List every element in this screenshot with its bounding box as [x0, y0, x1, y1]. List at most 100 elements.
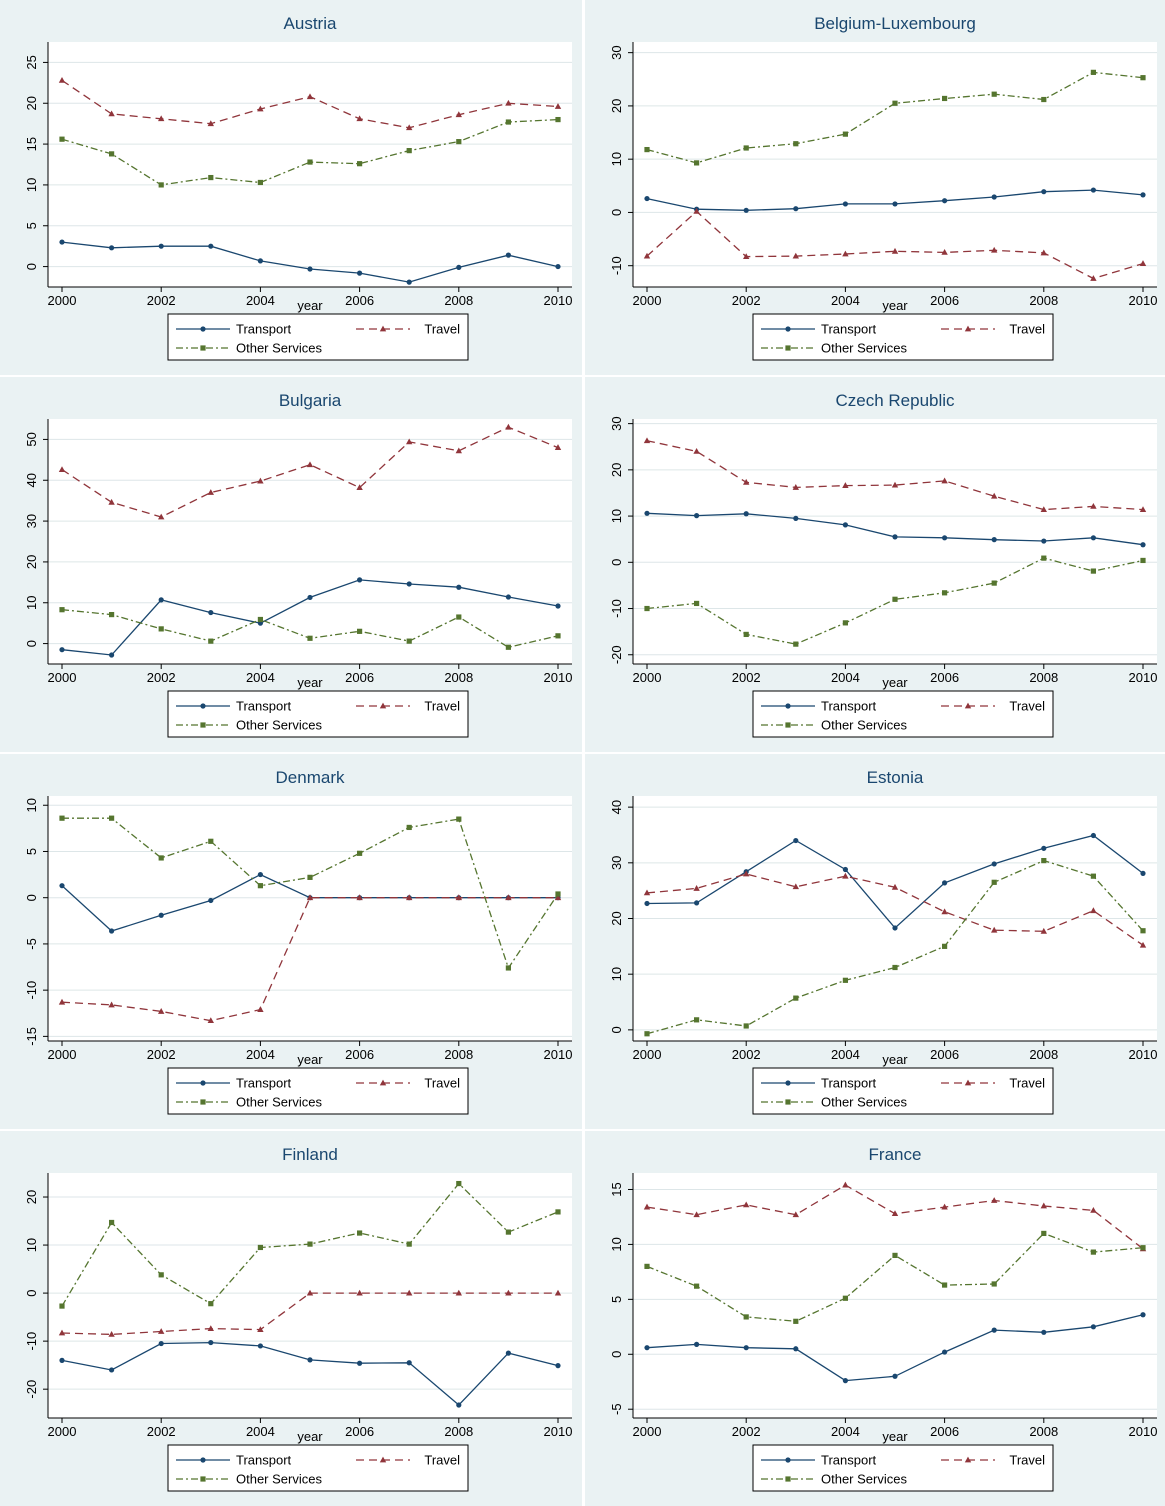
data-point — [992, 861, 997, 866]
data-point — [59, 816, 64, 821]
data-point — [843, 620, 848, 625]
data-point — [793, 1319, 798, 1324]
x-tick-label: 2006 — [345, 293, 374, 308]
data-point — [357, 1230, 362, 1235]
x-axis-label: year — [297, 675, 323, 690]
data-point — [644, 606, 649, 611]
data-point — [1140, 75, 1145, 80]
x-tick-label: 2006 — [930, 1047, 959, 1062]
data-point — [208, 244, 213, 249]
data-point — [942, 198, 947, 203]
data-point — [843, 978, 848, 983]
x-axis-label: year — [882, 675, 908, 690]
x-tick-label: 2008 — [444, 1047, 473, 1062]
data-point — [555, 891, 560, 896]
legend-marker — [785, 345, 790, 350]
data-point — [694, 900, 699, 905]
data-point — [407, 639, 412, 644]
y-tick-label: 20 — [609, 99, 624, 113]
y-tick-label: -10 — [24, 1332, 39, 1351]
data-point — [744, 632, 749, 637]
x-tick-label: 2000 — [48, 1424, 77, 1439]
x-tick-label: 2004 — [831, 1424, 860, 1439]
chart-title: Denmark — [276, 768, 345, 787]
x-tick-label: 2000 — [633, 670, 662, 685]
x-tick-label: 2000 — [48, 670, 77, 685]
data-point — [159, 1341, 164, 1346]
data-point — [208, 898, 213, 903]
legend-label: Transport — [821, 322, 877, 337]
data-point — [59, 1358, 64, 1363]
data-point — [793, 838, 798, 843]
data-point — [357, 577, 362, 582]
data-point — [992, 1281, 997, 1286]
chart-svg: Estonia0102030402000 2002 2004 2006 2008 2010… — [585, 754, 1165, 1129]
y-tick-label: 10 — [24, 596, 39, 610]
legend-marker — [200, 722, 205, 727]
data-point — [208, 839, 213, 844]
data-point — [1140, 1312, 1145, 1317]
data-point — [555, 1363, 560, 1368]
legend-label: Transport — [236, 1076, 292, 1091]
data-point — [555, 264, 560, 269]
data-point — [644, 511, 649, 516]
data-point — [1041, 97, 1046, 102]
data-point — [892, 1253, 897, 1258]
y-tick-label: 10 — [24, 798, 39, 812]
x-tick-label: 2008 — [1029, 293, 1058, 308]
legend-marker — [785, 1080, 790, 1085]
data-point — [694, 601, 699, 606]
y-tick-label: 40 — [24, 473, 39, 487]
y-tick-label: 20 — [24, 96, 39, 110]
y-tick-label: -10 — [609, 599, 624, 618]
y-tick-label: 0 — [609, 1351, 624, 1358]
data-point — [59, 1303, 64, 1308]
y-tick-label: 0 — [24, 263, 39, 270]
data-point — [159, 182, 164, 187]
data-point — [992, 581, 997, 586]
legend-marker — [200, 1099, 205, 1104]
data-point — [992, 194, 997, 199]
data-point — [694, 1017, 699, 1022]
data-point — [744, 511, 749, 516]
x-tick-label: 2010 — [1129, 670, 1158, 685]
chart-panel-0: Austria 0 5 10 15 20 25 2000 2002 2004 2006 2008 201… — [0, 0, 582, 375]
data-point — [258, 872, 263, 877]
y-tick-label: -10 — [609, 256, 624, 275]
legend-label: Other Services — [236, 1472, 322, 1487]
data-point — [357, 161, 362, 166]
y-tick-label: 10 — [609, 152, 624, 166]
x-tick-label: 2002 — [732, 1047, 761, 1062]
x-tick-label: 2002 — [147, 670, 176, 685]
data-point — [357, 1361, 362, 1366]
data-point — [357, 629, 362, 634]
data-point — [1140, 192, 1145, 197]
legend-marker — [785, 326, 790, 331]
data-point — [109, 1367, 114, 1372]
data-point — [1091, 1250, 1096, 1255]
data-point — [1091, 568, 1096, 573]
data-point — [843, 1296, 848, 1301]
chart-title: Austria — [284, 14, 337, 33]
data-point — [506, 1351, 511, 1356]
data-point — [109, 1220, 114, 1225]
legend-marker — [200, 1080, 205, 1085]
data-point — [644, 196, 649, 201]
chart-panel-5: Estonia 0 10 20 30 40 2000 2002 2004 2006 2008 2010… — [585, 754, 1165, 1129]
chart-panel-1: Belgium-Luxembourg -10 0 10 20 30 2000 2002 2004… — [585, 0, 1165, 375]
data-point — [992, 1328, 997, 1333]
x-tick-label: 2008 — [444, 1424, 473, 1439]
y-tick-label: 40 — [609, 800, 624, 814]
x-tick-label: 2000 — [48, 1047, 77, 1062]
chart-panel-6: Finland -20 -10 0 10 20 2000 2002 2004 2006 2008 20… — [0, 1131, 582, 1506]
data-point — [506, 253, 511, 258]
data-point — [307, 875, 312, 880]
plot-area — [633, 419, 1157, 664]
plot-area — [48, 1173, 572, 1418]
x-tick-label: 2000 — [633, 293, 662, 308]
x-tick-label: 2002 — [147, 293, 176, 308]
data-point — [744, 145, 749, 150]
plot-area — [48, 796, 572, 1041]
legend-label: Travel — [1009, 1076, 1045, 1091]
